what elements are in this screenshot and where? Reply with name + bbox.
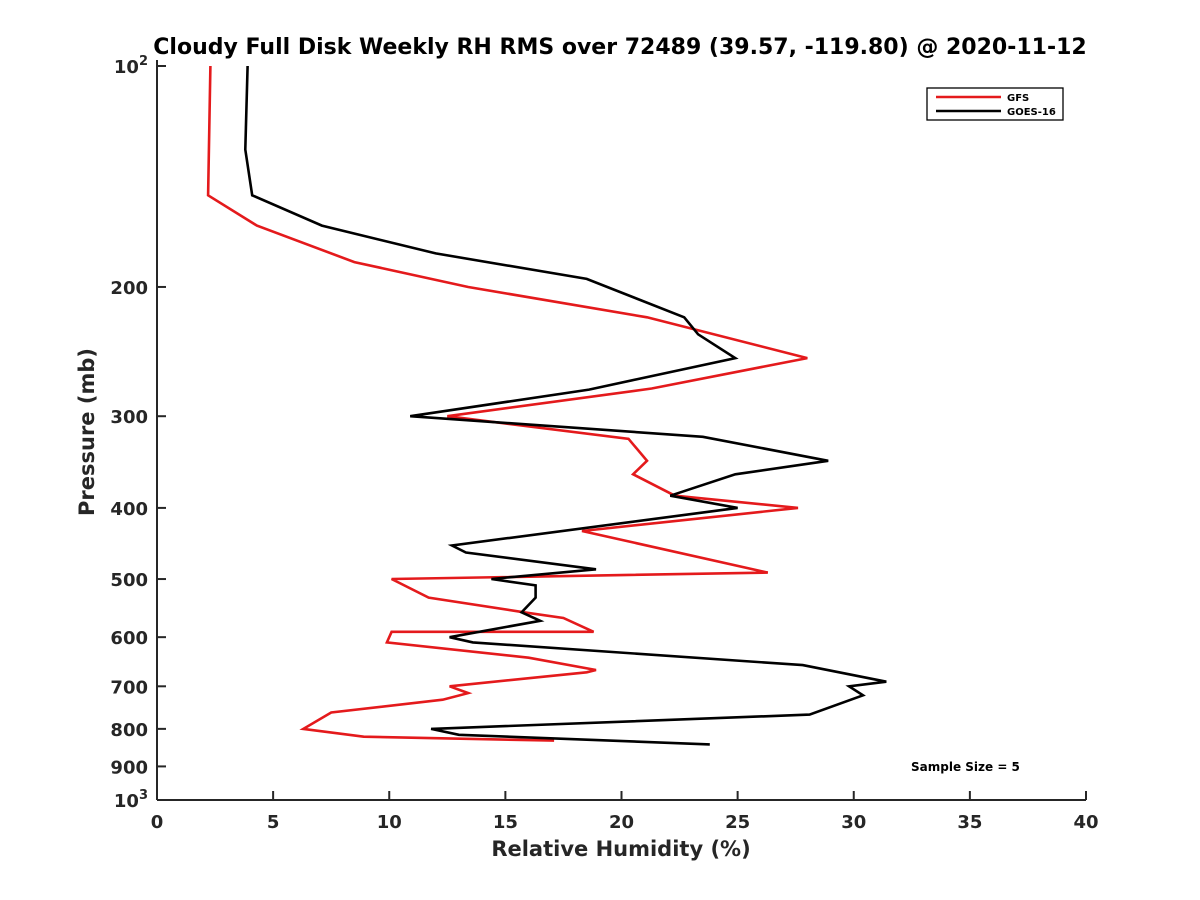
sample-size-annotation: Sample Size = 5 [911, 760, 1020, 774]
y-tick-label: 700 [110, 677, 148, 698]
y-tick-label: 500 [110, 570, 148, 591]
series-lines [206, 65, 887, 746]
x-tick-label: 30 [841, 812, 866, 833]
x-tick-label: 15 [493, 812, 518, 833]
x-ticks: 0 5 10 15 20 25 30 35 40 [151, 791, 1099, 833]
series-line-goes16 [243, 65, 887, 746]
y-axis-label: Pressure (mb) [75, 348, 99, 516]
x-axis-label: Relative Humidity (%) [491, 837, 750, 861]
x-tick-label: 40 [1073, 812, 1098, 833]
legend: GFS GOES-16 [926, 87, 1064, 121]
y-tick-label: 400 [110, 499, 148, 520]
y-tick-label: 300 [110, 407, 148, 428]
x-tick-label: 5 [267, 812, 280, 833]
x-tick-label: 35 [957, 812, 982, 833]
legend-label-goes16: GOES-16 [1007, 107, 1056, 118]
x-tick-label: 10 [377, 812, 402, 833]
legend-box [926, 87, 1064, 121]
x-tick-label: 0 [151, 812, 164, 833]
series-line-gfs [206, 65, 808, 742]
x-tick-label: 20 [609, 812, 634, 833]
y-tick-label: 600 [110, 628, 148, 649]
y-tick-label: 102 [114, 54, 148, 78]
x-tick-label: 25 [725, 812, 750, 833]
y-tick-label: 800 [110, 720, 148, 741]
y-tick-label: 103 [114, 788, 148, 812]
y-ticks: 102 200 300 400 500 600 700 800 900 103 [110, 54, 166, 812]
y-tick-label: 900 [110, 757, 148, 778]
y-tick-label: 200 [110, 278, 148, 299]
chart-title: Cloudy Full Disk Weekly RH RMS over 7248… [153, 35, 1086, 60]
legend-label-gfs: GFS [1007, 93, 1029, 104]
